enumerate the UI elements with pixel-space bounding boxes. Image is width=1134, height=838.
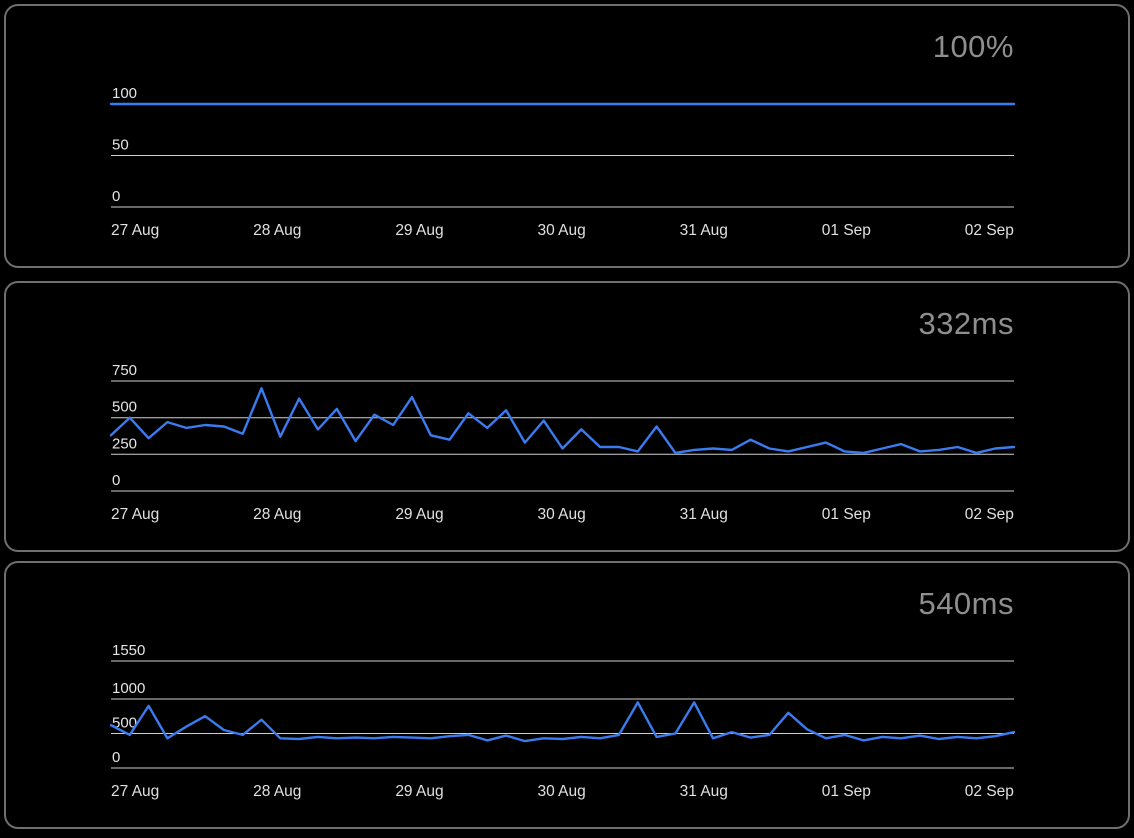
x-tick-label: 02 Sep <box>964 222 1014 239</box>
response-time-current-value-1: 332ms <box>918 306 1014 341</box>
x-tick-label: 27 Aug <box>111 506 160 523</box>
x-tick-label: 02 Sep <box>964 783 1014 800</box>
x-tick-label: 01 Sep <box>821 222 871 239</box>
response-time-line-chart-1: 750 500 250 0 <box>109 362 1016 492</box>
x-tick-label: 29 Aug <box>395 222 444 239</box>
x-tick-label: 29 Aug <box>395 506 444 523</box>
response-time-x-axis-1: 27 Aug 28 Aug 29 Aug 30 Aug 31 Aug 01 Sep 02 S… <box>111 506 1014 524</box>
y-tick-label: 0 <box>112 472 120 489</box>
y-tick-label: 1550 <box>112 642 145 659</box>
y-tick-label: 50 <box>112 137 129 154</box>
response-time-chart-area-1: 332ms 750 500 250 0 27 Aug 28 Aug 29 Aug 30 Au… <box>109 306 1016 524</box>
x-tick-label: 28 Aug <box>253 222 302 239</box>
uptime-chart-panel: 100% 100 50 0 27 Aug 28 Aug 29 Aug 30 Aug 31 A… <box>4 4 1130 268</box>
y-tick-label: 0 <box>112 188 120 205</box>
x-tick-label: 29 Aug <box>395 783 444 800</box>
x-tick-label: 31 Aug <box>679 222 728 239</box>
y-tick-label: 0 <box>112 749 120 766</box>
x-tick-label: 31 Aug <box>679 506 728 523</box>
x-tick-label: 27 Aug <box>111 222 160 239</box>
x-tick-label: 27 Aug <box>111 783 160 800</box>
y-tick-label: 250 <box>112 435 137 452</box>
y-tick-label: 100 <box>112 85 137 102</box>
x-tick-label: 28 Aug <box>253 506 302 523</box>
y-tick-label: 750 <box>112 362 137 379</box>
uptime-x-axis: 27 Aug 28 Aug 29 Aug 30 Aug 31 Aug 01 Sep 02 S… <box>111 222 1014 240</box>
status-dashboard: { "colors": { "accent": "#3b7bf0", "grid… <box>0 4 1134 838</box>
uptime-current-value: 100% <box>932 29 1014 64</box>
chart-line <box>109 701 1016 743</box>
response-time-chart-area-2: 540ms 1550 1000 500 0 27 Aug 28 Aug 29 Aug 30 … <box>109 586 1016 801</box>
response-time-line-chart-2: 1550 1000 500 0 <box>109 642 1016 769</box>
response-time-x-axis-2: 27 Aug 28 Aug 29 Aug 30 Aug 31 Aug 01 Sep 02 S… <box>111 783 1014 801</box>
y-tick-label: 1000 <box>112 680 145 697</box>
uptime-chart-area: 100% 100 50 0 27 Aug 28 Aug 29 Aug 30 Aug 31 A… <box>109 29 1016 240</box>
x-tick-label: 31 Aug <box>679 783 728 800</box>
response-time-current-value-2: 540ms <box>918 586 1014 621</box>
x-tick-label: 30 Aug <box>537 506 586 523</box>
y-tick-label: 500 <box>112 399 137 416</box>
x-tick-label: 01 Sep <box>821 783 871 800</box>
chart-line <box>109 387 1016 455</box>
response-time-chart-panel-2: 540ms 1550 1000 500 0 27 Aug 28 Aug 29 Aug 30 … <box>4 561 1130 829</box>
response-time-chart-panel-1: 332ms 750 500 250 0 27 Aug 28 Aug 29 Aug 30 Au… <box>4 281 1130 552</box>
uptime-line-chart: 100 50 0 <box>109 85 1016 208</box>
y-tick-label: 500 <box>112 715 137 732</box>
x-tick-label: 02 Sep <box>964 506 1014 523</box>
x-tick-label: 28 Aug <box>253 783 302 800</box>
x-tick-label: 01 Sep <box>821 506 871 523</box>
x-tick-label: 30 Aug <box>537 222 586 239</box>
x-tick-label: 30 Aug <box>537 783 586 800</box>
